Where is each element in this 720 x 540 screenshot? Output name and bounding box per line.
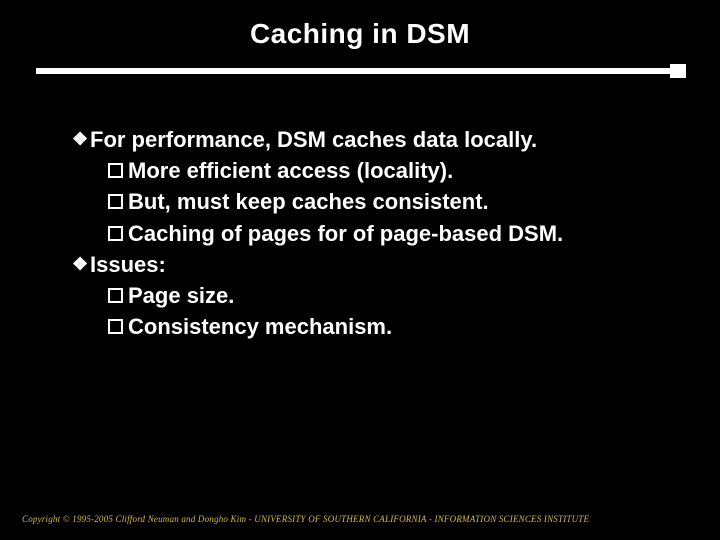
copyright-footer: Copyright © 1995-2005 Clifford Neuman an… bbox=[22, 514, 589, 524]
bullet-text: More efficient access (locality). bbox=[128, 155, 648, 186]
slide-body: ❖ For performance, DSM caches data local… bbox=[0, 78, 720, 343]
bullet-level2: Page size. bbox=[72, 280, 648, 311]
slide-title: Caching in DSM bbox=[0, 0, 720, 64]
bullet-level2: But, must keep caches consistent. bbox=[72, 186, 648, 217]
bullet-level2: Consistency mechanism. bbox=[72, 311, 648, 342]
square-bullet-icon bbox=[108, 288, 128, 303]
square-bullet-icon bbox=[108, 163, 128, 178]
bullet-text: Issues: bbox=[90, 249, 648, 280]
bullet-text: For performance, DSM caches data locally… bbox=[90, 124, 648, 155]
divider-line bbox=[36, 68, 684, 74]
bullet-text: Caching of pages for of page-based DSM. bbox=[128, 218, 648, 249]
square-bullet-icon bbox=[108, 226, 128, 241]
bullet-level1: ❖ For performance, DSM caches data local… bbox=[72, 124, 648, 155]
square-bullet-icon bbox=[108, 319, 128, 334]
diamond-bullet-icon: ❖ bbox=[72, 249, 90, 280]
square-bullet-icon bbox=[108, 194, 128, 209]
bullet-text: Page size. bbox=[128, 280, 648, 311]
divider-endcap bbox=[670, 64, 686, 78]
bullet-text: Consistency mechanism. bbox=[128, 311, 648, 342]
diamond-bullet-icon: ❖ bbox=[72, 124, 90, 155]
bullet-text: But, must keep caches consistent. bbox=[128, 186, 648, 217]
bullet-level1: ❖ Issues: bbox=[72, 249, 648, 280]
bullet-level2: More efficient access (locality). bbox=[72, 155, 648, 186]
title-divider bbox=[36, 64, 684, 78]
bullet-level2: Caching of pages for of page-based DSM. bbox=[72, 218, 648, 249]
